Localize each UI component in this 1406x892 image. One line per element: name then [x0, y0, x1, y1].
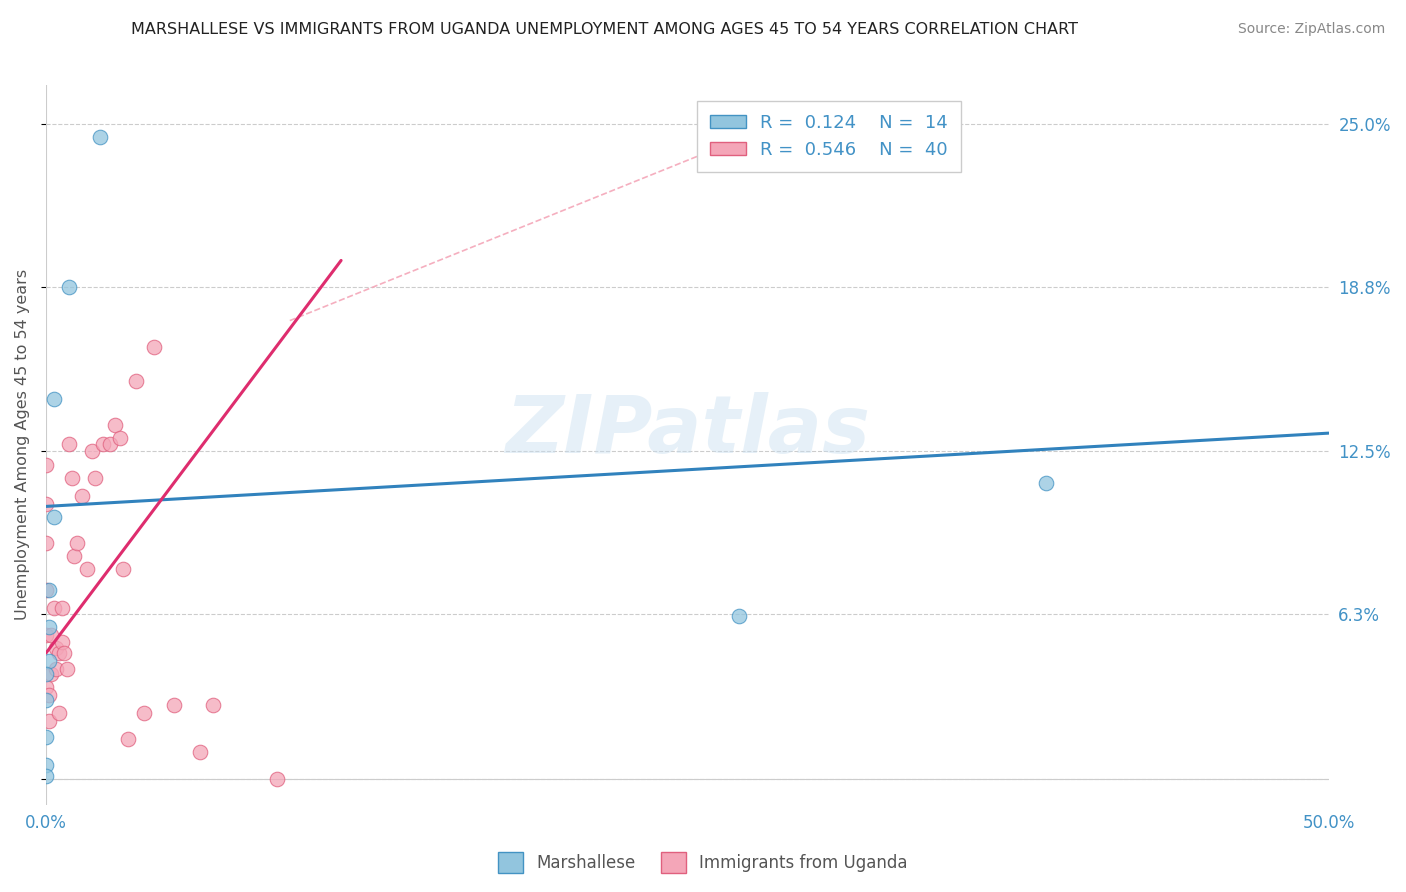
Point [201, 698, 224, 713]
Point [35, 666, 58, 681]
Point [58, 279, 80, 293]
Point [35, 693, 58, 707]
Point [35, 730, 58, 744]
Point [35, 497, 58, 511]
Point [35, 627, 58, 641]
Legend: R =  0.124    N =  14, R =  0.546    N =  40: R = 0.124 N = 14, R = 0.546 N = 40 [697, 102, 960, 171]
Point [60, 470, 83, 484]
Point [82, 444, 104, 458]
Point [188, 745, 211, 759]
Point [142, 340, 165, 354]
Point [51, 635, 73, 649]
Point [42, 601, 65, 615]
Point [76, 562, 98, 576]
Point [39, 627, 62, 641]
Point [163, 698, 186, 713]
Point [35, 758, 58, 772]
Point [63, 549, 86, 563]
Legend: Marshallese, Immigrants from Uganda: Marshallese, Immigrants from Uganda [492, 846, 914, 880]
Point [51, 601, 73, 615]
Point [45, 662, 67, 676]
Point [89, 130, 111, 145]
Point [110, 431, 132, 445]
Point [266, 772, 288, 786]
Point [58, 436, 80, 450]
Point [48, 706, 70, 720]
Point [132, 706, 155, 720]
Text: ZIPatlas: ZIPatlas [505, 392, 870, 469]
Point [42, 509, 65, 524]
Point [112, 562, 135, 576]
Point [39, 666, 62, 681]
Point [35, 769, 58, 783]
Point [42, 392, 65, 406]
Point [1035, 475, 1057, 490]
Text: Source: ZipAtlas.com: Source: ZipAtlas.com [1237, 22, 1385, 37]
Point [48, 646, 70, 660]
Point [117, 732, 139, 747]
Point [35, 680, 58, 694]
Point [66, 536, 89, 550]
Text: MARSHALLESE VS IMMIGRANTS FROM UGANDA UNEMPLOYMENT AMONG AGES 45 TO 54 YEARS COR: MARSHALLESE VS IMMIGRANTS FROM UGANDA UN… [131, 22, 1078, 37]
Point [104, 418, 127, 433]
Point [727, 609, 749, 624]
Point [38, 714, 60, 728]
Point [38, 654, 60, 668]
Point [38, 583, 60, 598]
Point [38, 620, 60, 634]
Point [35, 583, 58, 598]
Y-axis label: Unemployment Among Ages 45 to 54 years: Unemployment Among Ages 45 to 54 years [15, 269, 30, 621]
Point [35, 536, 58, 550]
Point [83, 470, 105, 484]
Point [91, 436, 114, 450]
Point [70, 489, 93, 503]
Point [38, 688, 60, 702]
Point [98, 436, 121, 450]
Point [125, 374, 148, 388]
Point [53, 646, 76, 660]
Point [55, 662, 77, 676]
Point [35, 458, 58, 472]
Point [45, 640, 67, 655]
